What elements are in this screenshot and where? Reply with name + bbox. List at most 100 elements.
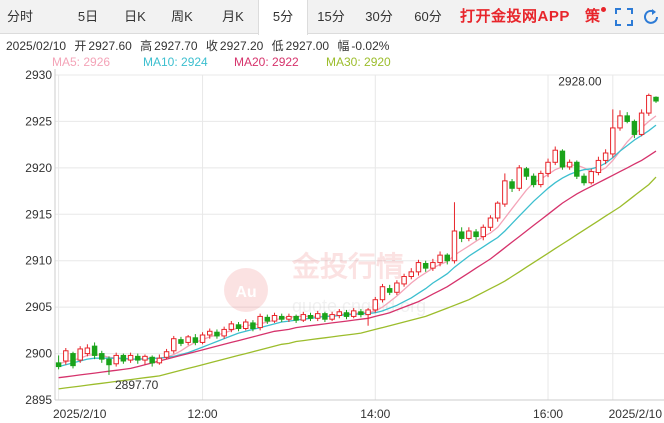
y-tick-label: 2910 xyxy=(25,254,52,268)
candle xyxy=(77,346,83,363)
y-tick-label: 2905 xyxy=(25,300,52,314)
candle xyxy=(473,229,479,241)
candle xyxy=(408,268,415,280)
x-tick-label: 2025/2/10 xyxy=(609,407,663,421)
candle xyxy=(610,109,616,158)
candle xyxy=(70,351,76,369)
candle xyxy=(235,322,242,332)
candle xyxy=(566,159,573,170)
candle xyxy=(286,313,292,322)
watermark: Au 金投行情 quote.cngold.org xyxy=(224,250,426,316)
tab-4[interactable]: 月K xyxy=(222,9,244,24)
candle xyxy=(314,310,321,322)
candle xyxy=(595,156,602,176)
candle xyxy=(422,260,429,272)
grid-lines xyxy=(55,74,664,401)
candle xyxy=(228,321,235,333)
legend-ma30: MA30: 2920 xyxy=(326,55,391,69)
candle xyxy=(127,352,134,363)
tab-8[interactable]: 60分 xyxy=(414,9,442,24)
candle xyxy=(386,284,393,296)
candle xyxy=(322,311,328,322)
candle xyxy=(221,326,227,339)
candle xyxy=(545,158,551,178)
candle xyxy=(106,356,112,375)
x-axis: 2025/2/10 12:00 14:00 16:00 2025/2/10 xyxy=(53,399,664,421)
candle xyxy=(365,308,371,326)
open-app-link[interactable]: 打开金投网APP xyxy=(460,8,570,25)
x-tick-label: 16:00 xyxy=(533,407,563,421)
tab-2[interactable]: 日K xyxy=(124,9,146,24)
legend-ma5: MA5: 2926 xyxy=(52,55,111,69)
notification-dot-icon xyxy=(601,7,606,12)
candle xyxy=(120,353,127,364)
candle xyxy=(350,308,357,319)
candle xyxy=(581,173,587,186)
candle xyxy=(516,165,522,192)
y-axis: 2895 2900 2905 2910 2915 2920 2925 2930 xyxy=(25,68,56,407)
candle xyxy=(55,355,62,370)
candle xyxy=(192,334,199,346)
period-tab-bar: 分时 5日 日K 周K 月K 5分 15分 30分 60分 打开金投网APP 策 xyxy=(0,0,664,35)
candle xyxy=(250,320,256,332)
candles xyxy=(55,93,659,375)
tab-7[interactable]: 30分 xyxy=(365,9,393,24)
candle xyxy=(278,313,285,322)
tab-3[interactable]: 周K xyxy=(171,9,193,24)
candle xyxy=(458,227,465,243)
y-tick-label: 2915 xyxy=(25,207,52,221)
info-close-value: 2927.20 xyxy=(219,39,264,53)
candle xyxy=(343,309,350,320)
info-low-value: 2927.00 xyxy=(285,39,330,53)
candle xyxy=(243,319,249,331)
tab-6[interactable]: 15分 xyxy=(317,9,345,24)
candle xyxy=(99,350,105,363)
candle xyxy=(329,311,335,322)
y-tick-label: 2895 xyxy=(25,393,52,407)
candle xyxy=(394,280,400,296)
candle xyxy=(358,309,364,318)
legend-ma20: MA20: 2922 xyxy=(234,55,299,69)
candle xyxy=(156,354,163,365)
info-high-label: 高 xyxy=(140,39,153,53)
tab-1[interactable]: 5日 xyxy=(77,9,99,24)
candle xyxy=(466,227,472,242)
y-tick-label: 2900 xyxy=(25,347,52,361)
candle xyxy=(149,355,155,367)
candle xyxy=(84,344,91,357)
refresh-icon[interactable] xyxy=(641,7,661,27)
info-date: 2025/02/10 xyxy=(6,39,67,53)
fullscreen-icon[interactable] xyxy=(614,7,634,27)
candle xyxy=(588,168,594,185)
candle xyxy=(264,314,271,324)
candle xyxy=(602,149,609,165)
candle xyxy=(307,312,314,322)
tab-0[interactable]: 分时 xyxy=(6,9,33,24)
strategy-button[interactable]: 策 xyxy=(585,8,601,25)
info-change-value: -0.02% xyxy=(351,39,390,53)
candle xyxy=(444,253,451,265)
watermark-brand: 金投行情 xyxy=(291,250,404,283)
candle xyxy=(171,335,177,354)
candle xyxy=(135,353,141,364)
candle xyxy=(185,335,191,346)
y-tick-label: 2925 xyxy=(25,114,52,128)
candle xyxy=(372,296,379,313)
candle xyxy=(509,179,515,192)
candle xyxy=(502,173,508,207)
y-tick-label: 2930 xyxy=(25,68,52,82)
candle xyxy=(624,112,630,124)
ma-line-ma5 xyxy=(58,115,657,365)
candle xyxy=(336,309,343,319)
candle xyxy=(437,251,443,267)
x-tick-label: 14:00 xyxy=(360,407,390,421)
candle xyxy=(91,342,98,360)
candle xyxy=(451,202,458,264)
tab-5[interactable]: 5分 xyxy=(258,0,308,35)
info-high-value: 2927.70 xyxy=(154,39,198,53)
info-low-label: 低 xyxy=(271,39,284,53)
info-close-label: 收 xyxy=(205,39,218,53)
candle xyxy=(142,354,148,365)
candle xyxy=(178,336,184,347)
